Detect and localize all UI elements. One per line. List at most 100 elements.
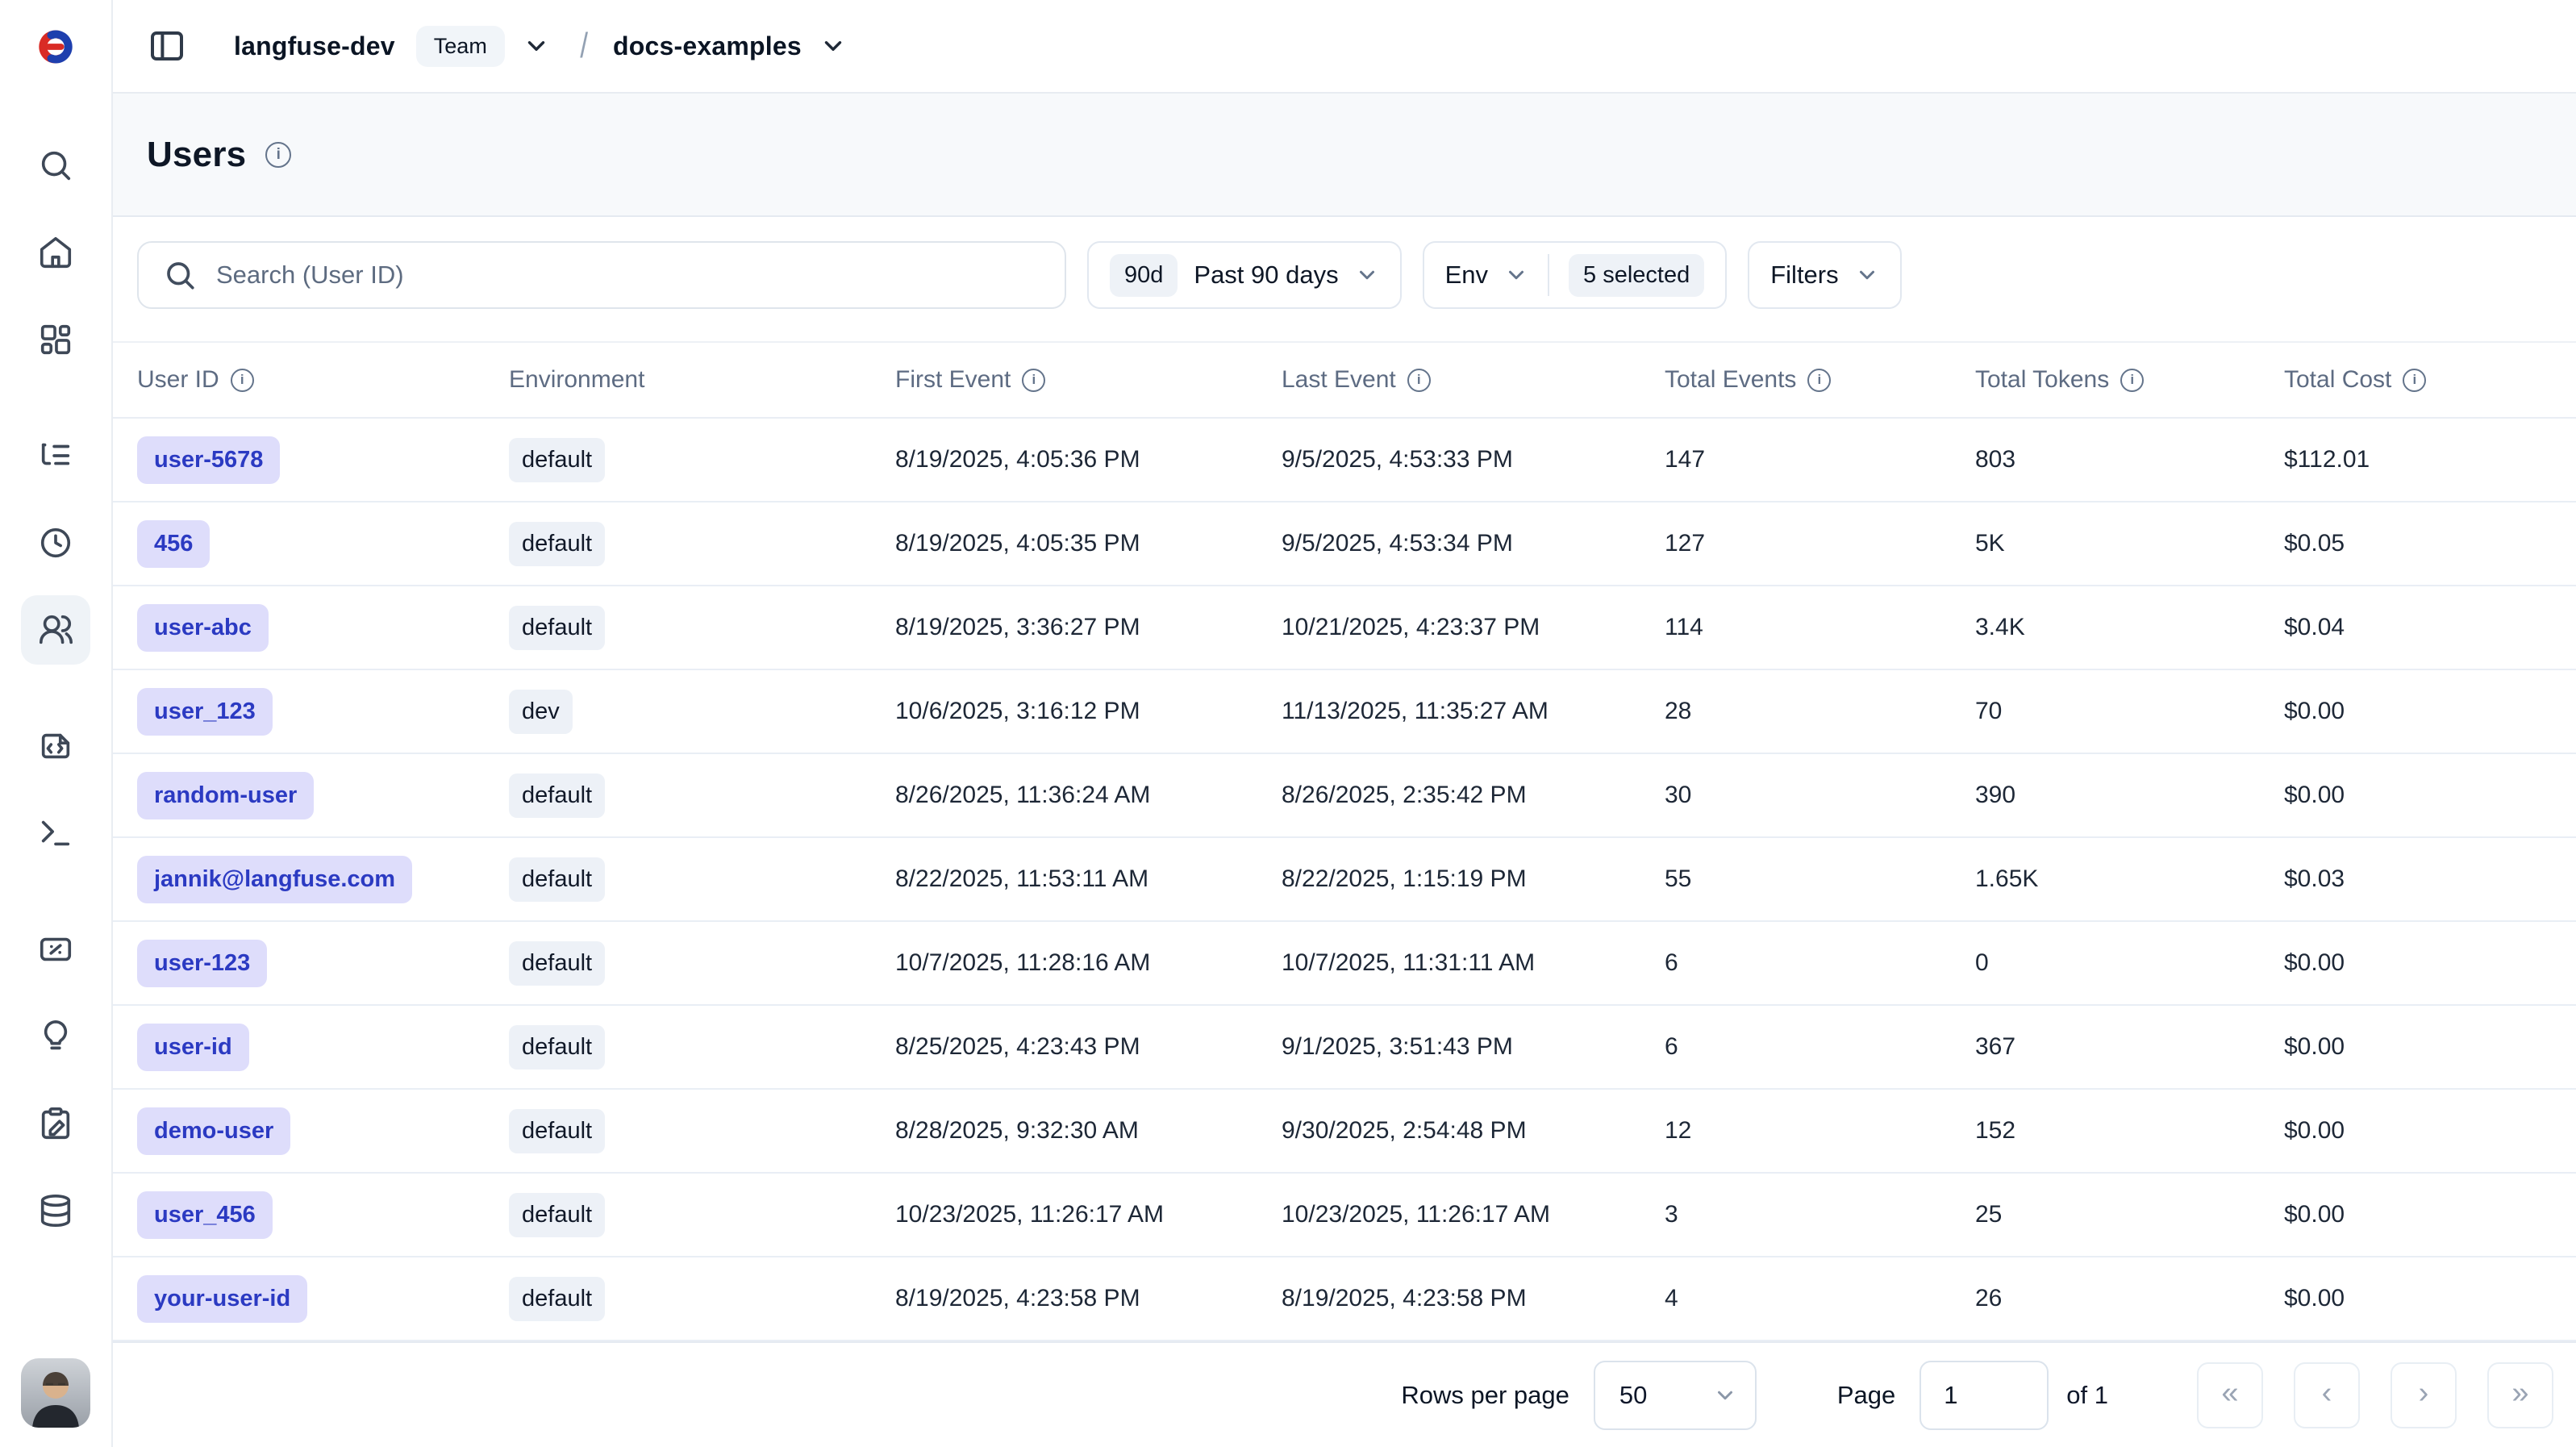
total-cost-cell: $0.00 [2284,949,2345,976]
sidebar-item-search[interactable] [21,131,90,200]
sidebar-item-tracing[interactable] [21,421,90,490]
environment-cell: default [509,773,895,818]
sidebar-item-dashboards[interactable] [21,305,90,374]
project-dropdown-button[interactable] [819,32,847,60]
rows-per-page-value: 50 [1619,1380,1648,1409]
table-row[interactable]: random-user default 8/26/2025, 11:36:24 … [113,754,2576,838]
table-row[interactable]: user-123 default 10/7/2025, 11:28:16 AM … [113,922,2576,1006]
first-page-button[interactable]: « [2197,1362,2263,1428]
environment-filter-button[interactable]: Env 5 selected [1422,241,1728,309]
column-header[interactable]: Environment [509,366,895,394]
user-id-badge[interactable]: demo-user [137,1107,291,1155]
user-id-badge[interactable]: your-user-id [137,1274,308,1323]
info-icon[interactable]: i [1807,368,1832,392]
total-events-cell: 147 [1665,446,1706,473]
user-id-badge[interactable]: user_123 [137,687,273,736]
user-id-badge[interactable]: user-id [137,1023,249,1071]
sidebar-item-insights[interactable] [21,1002,90,1071]
langfuse-logo-icon [39,30,73,64]
dashboard-grid-icon [40,324,71,355]
score-card-icon [40,937,72,961]
column-header[interactable]: Total Tokens i [1975,366,2284,394]
search-input[interactable] [216,261,1040,290]
sidebar-toggle-button[interactable] [144,23,190,69]
sidebar-item-prompts[interactable] [21,711,90,781]
table-row[interactable]: user-abc default 8/19/2025, 3:36:27 PM 1… [113,586,2576,670]
info-icon[interactable]: i [2120,368,2145,392]
total-cost-cell: $0.00 [2284,1033,2345,1060]
search-box[interactable] [137,241,1066,309]
first-event-cell: 8/19/2025, 3:36:27 PM [895,614,1140,640]
page-number-input[interactable] [1919,1360,2049,1430]
sidebar-item-evaluation[interactable] [21,915,90,984]
langfuse-logo[interactable] [0,0,111,94]
table-row[interactable]: demo-user default 8/28/2025, 9:32:30 AM … [113,1090,2576,1174]
sidebar-item-users[interactable] [21,595,90,665]
table-row[interactable]: 456 default 8/19/2025, 4:05:35 PM 9/5/20… [113,502,2576,586]
user-id-cell: user-id [137,1023,509,1071]
total-tokens-cell: 70 [1975,698,2003,724]
column-header[interactable]: Last Event i [1282,366,1665,394]
user-id-badge[interactable]: user-5678 [137,436,281,484]
total-tokens-cell: 1.65K [1975,865,2039,892]
page-label: Page [1836,1380,1896,1409]
table-row[interactable]: user_123 dev 10/6/2025, 3:16:12 PM 11/13… [113,670,2576,754]
date-range-button[interactable]: 90d Past 90 days [1087,241,1402,309]
workspace-dropdown-button[interactable] [523,32,550,60]
environment-badge: default [509,521,606,566]
next-page-button[interactable]: › [2391,1362,2457,1428]
table-header-row: User ID i Environment First Event i Last Even… [113,341,2576,419]
user-avatar[interactable] [21,1358,90,1428]
info-icon[interactable]: i [230,368,254,392]
first-event-cell: 8/19/2025, 4:05:36 PM [895,446,1140,473]
user-id-badge[interactable]: random-user [137,771,315,819]
total-tokens-cell: 152 [1975,1117,2016,1144]
column-header[interactable]: User ID i [137,366,509,394]
info-icon[interactable]: i [2403,368,2427,392]
total-tokens-cell: 390 [1975,782,2016,808]
sidebar-item-playground[interactable] [21,799,90,868]
user-id-badge[interactable]: 456 [137,519,210,568]
total-events-cell: 3 [1665,1201,1678,1228]
sidebar-item-home[interactable] [21,218,90,287]
rows-per-page-select[interactable]: 50 [1593,1360,1757,1430]
total-events-cell: 30 [1665,782,1692,808]
user-id-badge[interactable]: user_456 [137,1191,273,1239]
user-id-badge[interactable]: user-123 [137,939,268,987]
info-icon[interactable]: i [1022,368,1046,392]
previous-page-button[interactable]: ‹ [2294,1362,2360,1428]
user-id-badge[interactable]: jannik@langfuse.com [137,855,413,903]
table-row[interactable]: user_456 default 10/23/2025, 11:26:17 AM… [113,1174,2576,1257]
table-row[interactable]: user-id default 8/25/2025, 4:23:43 PM 9/… [113,1006,2576,1090]
column-header[interactable]: Total Events i [1665,366,1975,394]
user-id-cell: jannik@langfuse.com [137,855,509,903]
total-events-cell: 114 [1665,614,1703,640]
file-code-icon [41,733,70,759]
table-row[interactable]: your-user-id default 8/19/2025, 4:23:58 … [113,1257,2576,1341]
info-icon[interactable]: i [1407,368,1431,392]
last-page-button[interactable]: » [2487,1362,2553,1428]
project-name[interactable]: docs-examples [613,31,802,60]
workspace-name[interactable]: langfuse-dev [234,31,395,60]
column-header[interactable]: First Event i [895,366,1282,394]
environment-cell: default [509,605,895,650]
sidebar-item-sessions[interactable] [21,508,90,578]
filters-label: Filters [1770,261,1839,289]
table-row[interactable]: user-5678 default 8/19/2025, 4:05:36 PM … [113,419,2576,502]
total-events-cell: 6 [1665,1033,1678,1060]
table-row[interactable]: jannik@langfuse.com default 8/22/2025, 1… [113,838,2576,922]
user-id-cell: 456 [137,519,509,568]
table-body: user-5678 default 8/19/2025, 4:05:36 PM … [113,419,2576,1341]
clipboard-pen-icon [41,1107,70,1140]
sidebar-item-datasets[interactable] [21,1176,90,1245]
filters-button[interactable]: Filters [1748,241,1902,309]
last-event-cell: 9/5/2025, 4:53:34 PM [1282,530,1513,557]
user-id-badge[interactable]: user-abc [137,603,269,652]
sidebar-item-annotation[interactable] [21,1089,90,1158]
divider [1548,254,1550,296]
environment-cell: default [509,521,895,566]
page-title-info-icon[interactable]: i [265,141,292,168]
column-header[interactable]: Total Cost i [2284,366,2552,394]
total-cost-cell: $0.00 [2284,1285,2345,1311]
home-icon [40,236,72,269]
